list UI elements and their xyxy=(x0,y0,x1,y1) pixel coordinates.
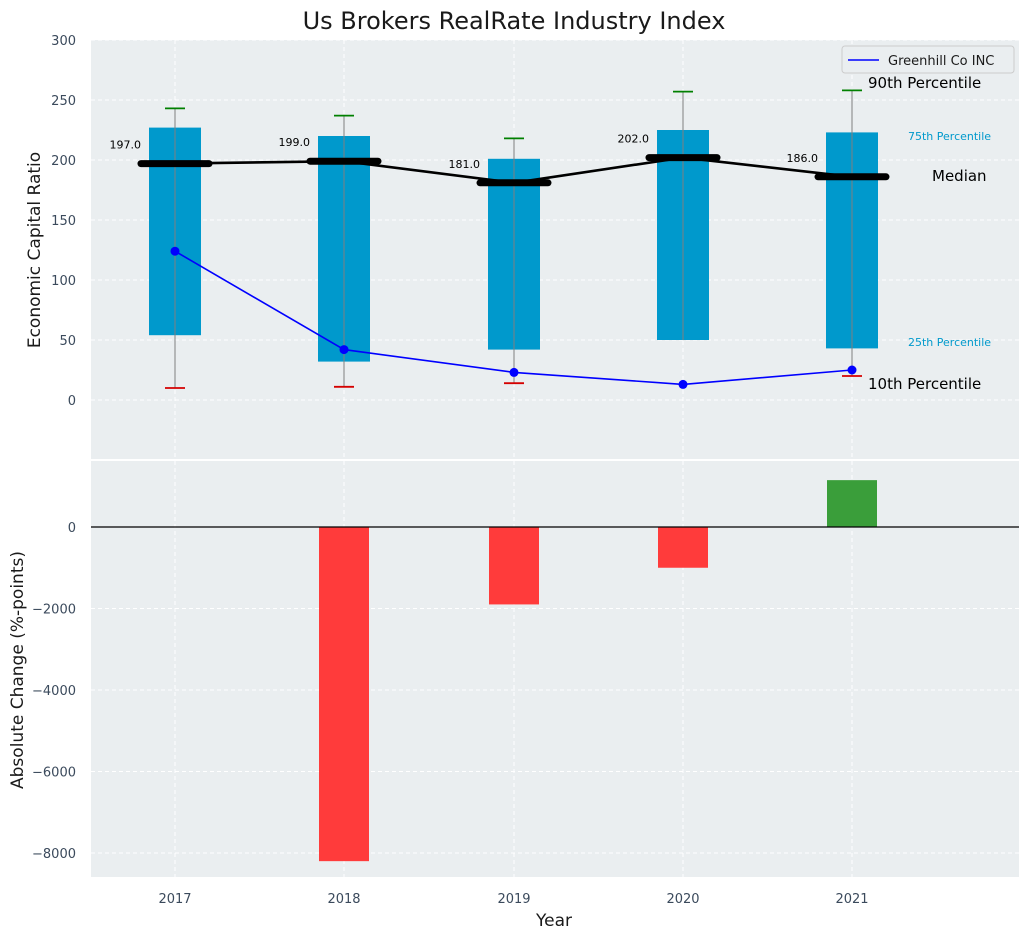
x-tick-label: 2017 xyxy=(158,892,191,907)
x-tick-label: 2021 xyxy=(835,892,868,907)
top-y-ticks: 0 50 100 150 200 250 300 xyxy=(51,34,76,409)
p75-annotation: 75th Percentile xyxy=(908,130,991,143)
bottom-y-tick-label: −6000 xyxy=(32,766,76,781)
median-annotation: Median xyxy=(932,167,987,185)
company-series-point xyxy=(509,367,519,377)
top-y-tick-label: 100 xyxy=(51,274,76,289)
p10-annotation: 10th Percentile xyxy=(868,375,981,393)
x-tick-label: 2018 xyxy=(327,892,360,907)
company-series-point xyxy=(847,365,857,375)
top-y-tick-label: 250 xyxy=(51,94,76,109)
percentile-annotations: 90th Percentile 75th Percentile Median 2… xyxy=(868,74,991,393)
bottom-y-axis-title: Absolute Change (%-points) xyxy=(8,551,28,789)
top-y-tick-label: 200 xyxy=(51,154,76,169)
change-bar xyxy=(658,527,708,568)
top-panel-background xyxy=(91,40,1019,459)
bottom-bars xyxy=(319,480,877,862)
top-y-tick-label: 0 xyxy=(68,394,76,409)
top-y-tick-label: 300 xyxy=(51,34,76,49)
change-bar xyxy=(319,527,369,862)
x-tick-label: 2019 xyxy=(497,892,530,907)
company-series-point xyxy=(678,379,688,389)
top-boxes: 197.0 199.0 181.0 202.0 186.0 xyxy=(110,89,890,389)
median-value-label: 202.0 xyxy=(618,133,650,146)
bottom-y-ticks: −8000 −6000 −4000 −2000 0 xyxy=(32,521,76,862)
median-value-label: 181.0 xyxy=(449,158,481,171)
top-grid xyxy=(91,39,1019,459)
chart-title: Us Brokers RealRate Industry Index xyxy=(303,7,726,35)
company-series-point xyxy=(339,345,349,355)
bottom-panel: −8000 −6000 −4000 −2000 0 xyxy=(32,461,1019,877)
median-value-label: 186.0 xyxy=(787,152,819,165)
change-bar xyxy=(827,480,877,527)
p25-annotation: 25th Percentile xyxy=(908,336,991,349)
bottom-y-tick-label: −4000 xyxy=(32,684,76,699)
top-y-axis-title: Economic Capital Ratio xyxy=(25,152,45,348)
x-axis-title: Year xyxy=(535,911,572,931)
bottom-y-tick-label: −8000 xyxy=(32,847,76,862)
legend-label: Greenhill Co INC xyxy=(888,54,994,69)
top-y-tick-label: 150 xyxy=(51,214,76,229)
company-series-point xyxy=(170,246,180,256)
legend: Greenhill Co INC xyxy=(841,45,1015,74)
bottom-y-tick-label: −2000 xyxy=(32,603,76,618)
bottom-panel-background xyxy=(91,461,1019,877)
change-bar xyxy=(489,527,539,605)
median-value-label: 199.0 xyxy=(279,136,311,149)
x-ticks: 2017 2018 2019 2020 2021 xyxy=(158,892,868,907)
median-value-label: 197.0 xyxy=(110,139,142,152)
p90-annotation: 90th Percentile xyxy=(868,74,981,92)
bottom-y-tick-label: 0 xyxy=(68,521,76,536)
x-tick-label: 2020 xyxy=(666,892,699,907)
top-y-tick-label: 50 xyxy=(59,334,76,349)
legend-box xyxy=(841,45,1015,74)
company-series xyxy=(170,246,857,389)
